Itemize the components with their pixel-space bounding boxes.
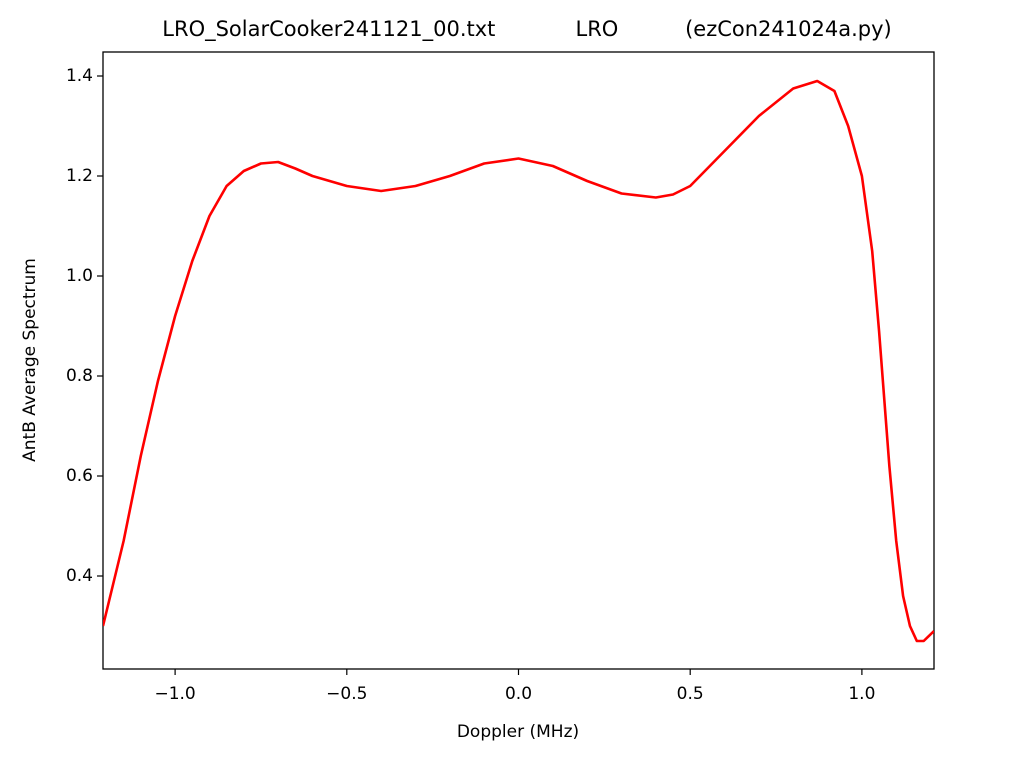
x-tick-label: −0.5 <box>326 684 367 704</box>
x-tick-label: 1.0 <box>848 684 875 704</box>
x-axis-label: Doppler (MHz) <box>457 722 579 742</box>
x-tick-label: −1.0 <box>154 684 195 704</box>
y-tick-label: 1.0 <box>66 266 93 286</box>
y-tick-label: 1.4 <box>66 66 93 86</box>
x-tick-label: 0.0 <box>505 684 532 704</box>
y-tick-label: 0.8 <box>66 366 93 386</box>
y-tick-label: 1.2 <box>66 166 93 186</box>
plot-frame <box>102 51 935 670</box>
y-axis-label: AntB Average Spectrum <box>20 258 40 462</box>
y-tick-label: 0.6 <box>66 466 93 486</box>
series-line <box>103 79 934 643</box>
y-tick-label: 0.4 <box>66 566 93 586</box>
x-tick-label: 0.5 <box>677 684 704 704</box>
chart-title: LRO_SolarCooker241121_00.txt LRO (ezCon2… <box>162 17 891 42</box>
